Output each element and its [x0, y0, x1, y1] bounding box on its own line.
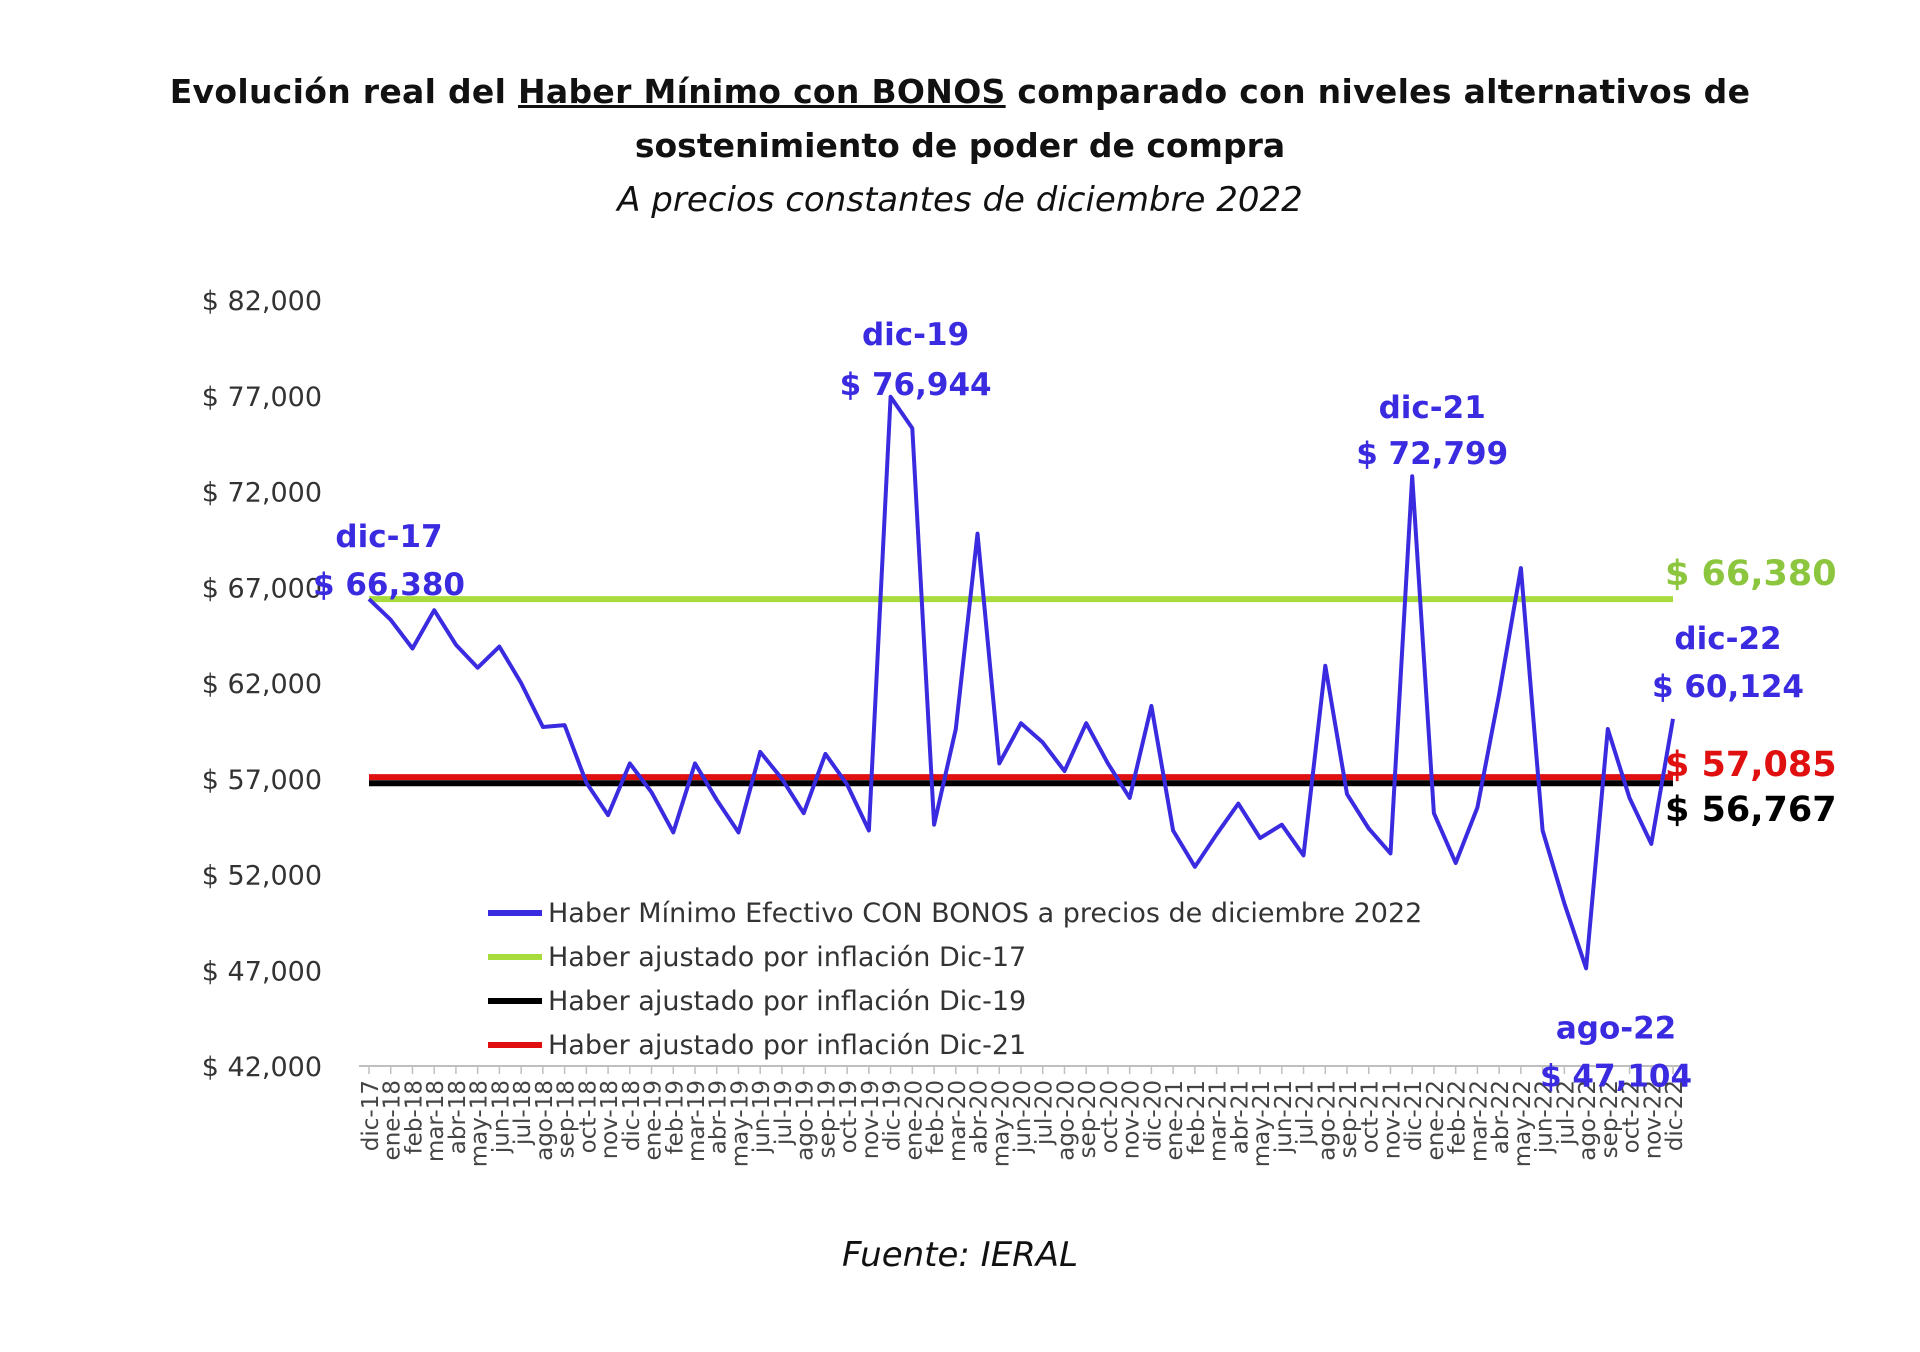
- x-tick-label: ago-19: [793, 1080, 819, 1161]
- chart-title-line1: Evolución real del Haber Mínimo con BONO…: [169, 72, 1751, 111]
- x-tick-label: dic-17: [358, 1080, 384, 1151]
- x-tick-label: mar-20: [945, 1080, 971, 1162]
- x-tick-label: nov-20: [1119, 1080, 1145, 1159]
- x-tick-label: feb-22: [1445, 1080, 1471, 1154]
- x-tick-label: dic-21: [1401, 1080, 1427, 1151]
- x-tick-label: dic-19: [880, 1080, 906, 1151]
- x-tick-label: feb-19: [662, 1080, 688, 1154]
- x-tick-label: abr-20: [967, 1080, 993, 1154]
- chart-subtitle: A precios constantes de diciembre 2022: [617, 180, 1303, 220]
- y-tick-label: $ 42,000: [202, 1052, 322, 1083]
- x-tick-label: mar-18: [423, 1080, 449, 1162]
- x-tick-label: oct-20: [1097, 1080, 1123, 1153]
- x-tick-label: may-18: [467, 1080, 493, 1167]
- x-tick-label: jul-22: [1553, 1080, 1579, 1146]
- x-tick-label: jun-18: [488, 1080, 514, 1154]
- x-tick-label: feb-21: [1184, 1080, 1210, 1154]
- x-tick-label: jun-21: [1271, 1080, 1297, 1154]
- y-tick-label: $ 57,000: [202, 765, 322, 796]
- legend-label: Haber Mínimo Efectivo CON BONOS a precio…: [548, 898, 1422, 929]
- x-tick-label: mar-19: [684, 1080, 710, 1162]
- x-tick-label: ene-22: [1423, 1080, 1449, 1160]
- x-tick-label: mar-21: [1206, 1080, 1232, 1162]
- annotation-month: dic-17: [335, 519, 442, 555]
- x-tick-label: may-22: [1510, 1080, 1536, 1167]
- x-tick-label: feb-18: [401, 1080, 427, 1154]
- legend-label: Haber ajustado por inflación Dic-21: [548, 1030, 1026, 1061]
- x-tick-label: abr-21: [1227, 1080, 1253, 1154]
- x-tick-label: jun-19: [749, 1080, 775, 1154]
- x-tick-label: dic-18: [619, 1080, 645, 1151]
- x-tick-label: may-20: [988, 1080, 1014, 1167]
- reference-end-label: $ 56,767: [1665, 790, 1837, 830]
- x-tick-label: sep-20: [1075, 1080, 1101, 1158]
- x-tick-label: jul-18: [510, 1080, 536, 1146]
- y-tick-label: $ 47,000: [202, 956, 322, 987]
- x-tick-label: jun-20: [1010, 1080, 1036, 1154]
- y-tick-label: $ 82,000: [202, 286, 322, 317]
- x-tick-label: ene-21: [1162, 1080, 1188, 1160]
- x-tick-label: jul-21: [1293, 1080, 1319, 1146]
- x-tick-label: ago-22: [1575, 1080, 1601, 1161]
- annotation-month: dic-22: [1674, 621, 1781, 657]
- x-tick-label: sep-18: [554, 1080, 580, 1158]
- x-tick-label: nov-22: [1640, 1080, 1666, 1159]
- source-note: Fuente: IERAL: [841, 1235, 1079, 1275]
- annotation-value: $ 66,380: [313, 567, 465, 603]
- legend-label: Haber ajustado por inflación Dic-19: [548, 986, 1026, 1017]
- annotation-month: dic-21: [1379, 390, 1486, 426]
- x-tick-label: abr-18: [445, 1080, 471, 1154]
- x-tick-label: dic-22: [1662, 1080, 1688, 1151]
- x-tick-label: ene-19: [641, 1080, 667, 1160]
- x-tick-label: ago-21: [1314, 1080, 1340, 1161]
- reference-end-label: $ 66,380: [1665, 554, 1837, 594]
- x-tick-label: oct-22: [1619, 1080, 1645, 1153]
- x-tick-label: oct-18: [575, 1080, 601, 1153]
- x-tick-label: oct-21: [1358, 1080, 1384, 1153]
- x-tick-label: sep-19: [814, 1080, 840, 1158]
- x-tick-label: ene-18: [380, 1080, 406, 1160]
- x-tick-label: abr-19: [706, 1080, 732, 1154]
- series-line-haber-minimo: [367, 394, 1675, 971]
- x-tick-label: jun-22: [1532, 1080, 1558, 1154]
- x-tick-label: nov-18: [597, 1080, 623, 1159]
- annotation-value: $ 72,799: [1356, 436, 1508, 472]
- annotation-month: dic-19: [862, 317, 969, 353]
- x-tick-label: oct-19: [836, 1080, 862, 1153]
- y-tick-label: $ 77,000: [202, 382, 322, 413]
- reference-end-label: $ 57,085: [1665, 745, 1837, 785]
- x-tick-label: jul-20: [1032, 1080, 1058, 1146]
- x-tick-label: feb-20: [923, 1080, 949, 1154]
- y-tick-label: $ 72,000: [202, 478, 322, 509]
- x-tick-label: nov-19: [858, 1080, 884, 1159]
- x-tick-label: may-19: [727, 1080, 753, 1167]
- chart-title-line2: sostenimiento de poder de compra: [634, 126, 1286, 165]
- legend-label: Haber ajustado por inflación Dic-17: [548, 942, 1026, 973]
- x-tick-label: may-21: [1249, 1080, 1275, 1167]
- y-tick-label: $ 52,000: [202, 861, 322, 892]
- y-tick-label: $ 67,000: [202, 573, 322, 604]
- annotation-value: $ 76,944: [840, 367, 992, 403]
- annotation-value: $ 60,124: [1652, 669, 1804, 705]
- x-tick-label: sep-21: [1336, 1080, 1362, 1158]
- x-tick-label: sep-22: [1597, 1080, 1623, 1158]
- annotation-month: ago-22: [1556, 1010, 1676, 1046]
- x-tick-label: abr-22: [1488, 1080, 1514, 1154]
- x-tick-label: dic-20: [1140, 1080, 1166, 1151]
- x-tick-label: ago-20: [1053, 1080, 1079, 1161]
- x-tick-label: ago-18: [532, 1080, 558, 1161]
- x-tick-label: mar-22: [1466, 1080, 1492, 1162]
- y-tick-label: $ 62,000: [202, 669, 322, 700]
- x-tick-label: nov-21: [1379, 1080, 1405, 1159]
- x-tick-label: ene-20: [901, 1080, 927, 1160]
- x-tick-label: jul-19: [771, 1080, 797, 1146]
- annotation-value: $ 47,104: [1540, 1058, 1692, 1094]
